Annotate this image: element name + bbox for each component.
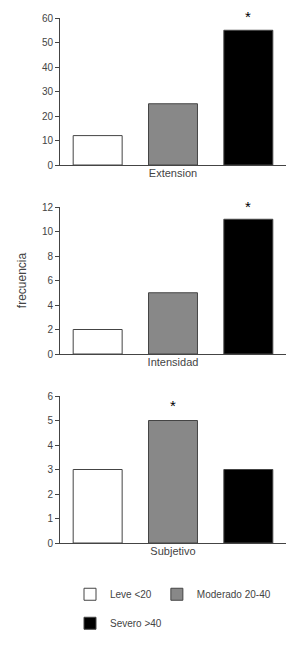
svg-text:6: 6 — [47, 391, 53, 402]
svg-text:Intensidad: Intensidad — [148, 356, 199, 368]
svg-text:Subjetivo: Subjetivo — [150, 545, 195, 557]
svg-text:30: 30 — [42, 86, 54, 97]
svg-text:6: 6 — [47, 275, 53, 286]
svg-text:Extension: Extension — [149, 167, 197, 179]
svg-text:2: 2 — [47, 489, 53, 500]
svg-text:Severo >40: Severo >40 — [110, 618, 162, 629]
svg-text:50: 50 — [42, 37, 54, 48]
svg-text:*: * — [245, 8, 251, 25]
svg-text:0: 0 — [47, 160, 53, 171]
svg-text:2: 2 — [47, 324, 53, 335]
svg-text:12: 12 — [42, 202, 54, 213]
svg-text:*: * — [245, 198, 251, 215]
svg-text:8: 8 — [47, 251, 53, 262]
svg-text:4: 4 — [47, 300, 53, 311]
svg-text:*: * — [170, 397, 176, 414]
svg-text:frecuencia: frecuencia — [15, 252, 29, 308]
svg-text:Leve <20: Leve <20 — [110, 589, 152, 600]
svg-text:40: 40 — [42, 62, 54, 73]
svg-text:10: 10 — [42, 226, 54, 237]
svg-text:0: 0 — [47, 538, 53, 549]
svg-text:10: 10 — [42, 135, 54, 146]
svg-text:1: 1 — [47, 513, 53, 524]
svg-text:5: 5 — [47, 415, 53, 426]
svg-text:4: 4 — [47, 440, 53, 451]
svg-text:Moderado 20-40: Moderado 20-40 — [197, 589, 271, 600]
svg-text:60: 60 — [42, 13, 54, 24]
svg-text:0: 0 — [47, 349, 53, 360]
svg-text:20: 20 — [42, 111, 54, 122]
svg-text:3: 3 — [47, 464, 53, 475]
